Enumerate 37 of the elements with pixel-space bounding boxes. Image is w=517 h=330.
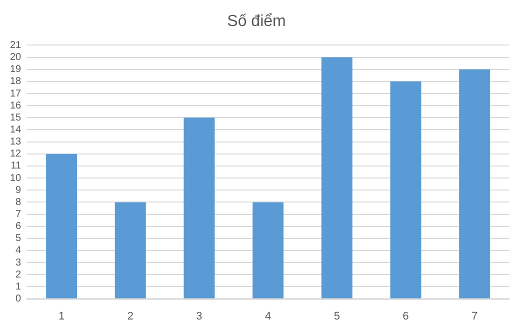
y-tick-label: 6 [16,221,22,232]
bar [321,57,352,298]
x-tick-label: 1 [58,310,65,322]
y-tick-label: 8 [16,196,22,208]
y-tick-label: 21 [10,40,22,51]
bar [390,81,422,298]
y-tick-label: 16 [10,100,22,112]
y-tick-label: 10 [10,172,22,184]
y-tick-label: 18 [10,76,22,88]
x-tick-label: 4 [265,310,272,322]
y-tick-label: 9 [16,184,22,196]
bar [46,154,78,298]
x-tick-label: 5 [334,310,340,322]
y-tick-label: 3 [16,257,22,268]
y-tick-label: 14 [10,124,22,136]
y-tick-label: 19 [10,64,22,76]
bar [252,202,284,298]
chart-title: Số điểm [227,13,286,30]
bar [459,69,490,298]
y-tick-label: 1 [16,281,22,292]
x-tick-label: 2 [127,310,134,322]
y-tick-label: 5 [16,233,22,244]
y-tick-label: 15 [10,112,22,124]
y-tick-label: 13 [10,136,22,148]
y-tick-label: 20 [10,52,22,64]
y-tick-label: 7 [16,209,22,220]
x-tick-label: 3 [196,310,202,322]
y-tick-label: 4 [16,245,22,256]
y-tick-label: 11 [10,160,22,172]
x-tick-label: 7 [472,310,478,322]
x-tick-label: 6 [402,310,409,322]
bar [114,202,146,298]
y-tick-label: 0 [16,294,22,305]
y-tick-label: 2 [16,269,22,280]
bar [184,118,215,298]
y-tick-label: 17 [10,88,22,100]
y-tick-label: 12 [10,148,22,160]
